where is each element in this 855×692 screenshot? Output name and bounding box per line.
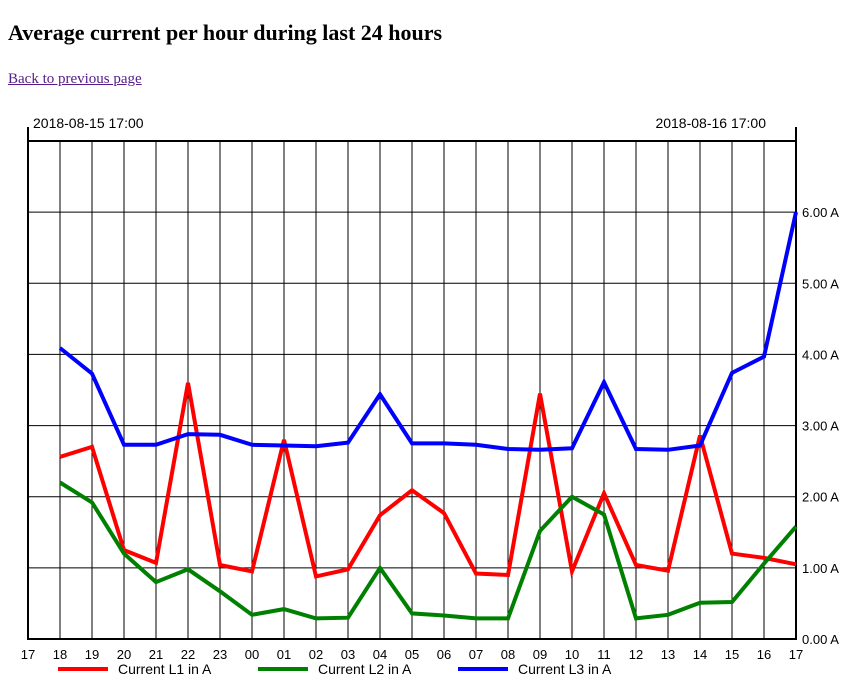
x-tick-label: 18	[53, 647, 67, 662]
series-lines	[58, 211, 798, 621]
x-tick-label: 12	[629, 647, 643, 662]
x-tick-label: 04	[373, 647, 387, 662]
x-tick-label: 14	[693, 647, 707, 662]
x-tick-label: 08	[501, 647, 515, 662]
series-line	[59, 382, 797, 579]
page-title: Average current per hour during last 24 …	[8, 20, 443, 45]
plot-border	[27, 140, 797, 640]
chart-grid	[28, 141, 796, 639]
x-tick-label: 11	[597, 647, 611, 662]
back-link[interactable]: Back to previous page	[8, 71, 142, 87]
chart-legend: Current L1 in A Current L2 in A Current L3…	[58, 661, 612, 677]
legend-label: Current L2 in A	[318, 661, 412, 677]
y-axis-ticks: 0.00 A 1.00 A 2.00 A 3.00 A 4.00 A 5.00 A 6.00…	[802, 205, 839, 647]
series-line	[58, 480, 798, 621]
y-tick-label: 2.00 A	[802, 490, 839, 505]
x-tick-label: 01	[277, 647, 291, 662]
chart-frame	[27, 127, 797, 640]
x-tick-label: 10	[565, 647, 579, 662]
x-tick-label: 00	[245, 647, 259, 662]
y-tick-label: 6.00 A	[802, 205, 839, 220]
x-tick-label: 22	[181, 647, 195, 662]
x-tick-label: 07	[469, 647, 483, 662]
y-tick-label: 1.00 A	[802, 561, 839, 576]
x-tick-label: 09	[533, 647, 547, 662]
x-tick-label: 23	[213, 647, 227, 662]
x-tick-label: 06	[437, 647, 451, 662]
y-tick-label: 0.00 A	[802, 632, 839, 647]
end-date-label: 2018-08-16 17:00	[655, 115, 766, 131]
x-axis-ticks: 17 18 19 20 21 22 23 00 01 02 03 04 05 06 07 08 09 10 11 12…	[21, 647, 803, 662]
x-tick-label: 19	[85, 647, 99, 662]
x-tick-label: 15	[725, 647, 739, 662]
x-tick-label: 21	[149, 647, 163, 662]
legend-label: Current L1 in A	[118, 661, 212, 677]
series-line	[58, 211, 798, 452]
y-tick-label: 4.00 A	[802, 347, 839, 362]
start-date-label: 2018-08-15 17:00	[33, 115, 144, 131]
legend-label: Current L3 in A	[518, 661, 612, 677]
x-tick-label: 17	[789, 647, 803, 662]
x-tick-label: 16	[757, 647, 771, 662]
x-tick-label: 17	[21, 647, 35, 662]
y-tick-label: 5.00 A	[802, 276, 839, 291]
x-tick-label: 05	[405, 647, 419, 662]
x-tick-label: 03	[341, 647, 355, 662]
x-tick-label: 02	[309, 647, 323, 662]
x-tick-label: 20	[117, 647, 131, 662]
x-tick-label: 13	[661, 647, 675, 662]
y-tick-label: 3.00 A	[802, 419, 839, 434]
